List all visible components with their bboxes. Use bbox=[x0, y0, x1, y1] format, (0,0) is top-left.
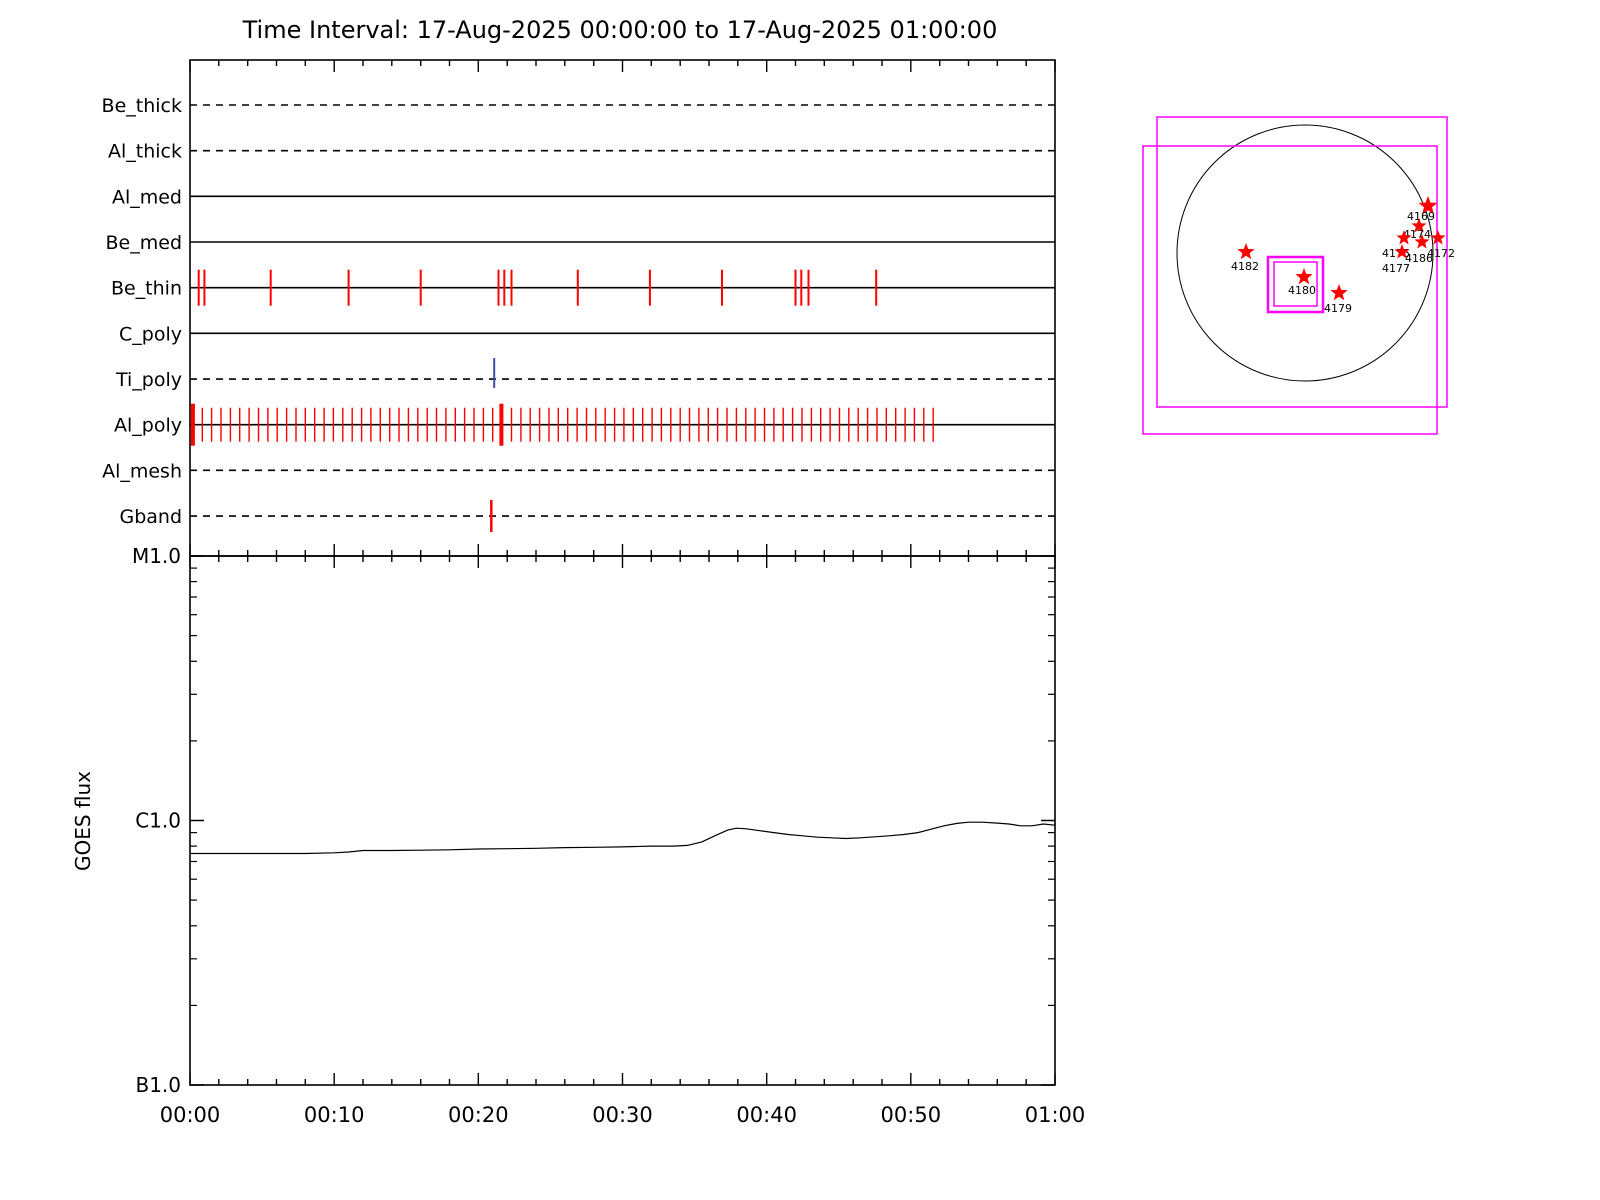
active-region-label: 4180 bbox=[1288, 284, 1316, 297]
timeline-border bbox=[189, 59, 1056, 557]
active-region-star bbox=[1414, 234, 1430, 249]
active-region-label: 4186 bbox=[1405, 252, 1433, 265]
filter-row-label: C_poly bbox=[119, 323, 182, 345]
x-axis-tick-label: 00:50 bbox=[881, 1103, 942, 1127]
xrt-filter-timeline-panel: Be_thick Al_thick Al_med Be_med Be_thin C_pol… bbox=[102, 59, 1056, 557]
x-axis-tick-label: 01:00 bbox=[1025, 1103, 1086, 1127]
active-region-label: 4169 bbox=[1407, 210, 1435, 223]
filter-row-label: Be_thin bbox=[111, 278, 182, 300]
filter-row-label: Al_mesh bbox=[102, 460, 182, 482]
active-region-star bbox=[1418, 196, 1438, 215]
solar-limb-circle bbox=[1176, 124, 1434, 382]
y-axis-label: B1.0 bbox=[135, 1073, 181, 1097]
x-axis-tick-label: 00:40 bbox=[736, 1103, 797, 1127]
x-axis-tick-label: 00:00 bbox=[160, 1103, 221, 1127]
goes-flux-panel: B1.0 C1.0 M1.0 00:00 00:10 00:20 00:30 00:40 00:… bbox=[71, 544, 1085, 1127]
active-region-label: 4172 bbox=[1427, 247, 1455, 260]
xrt-fov-box bbox=[1156, 116, 1448, 408]
active-region-label: 4177 bbox=[1382, 262, 1410, 275]
active-region-star bbox=[1330, 284, 1348, 301]
xrt-fov-box bbox=[1273, 261, 1318, 307]
active-region-label: 4174 bbox=[1403, 228, 1431, 241]
xrt-fov-box bbox=[1142, 145, 1438, 435]
active-region-star bbox=[1430, 230, 1446, 245]
filter-row-label: Gband bbox=[119, 506, 182, 528]
x-axis-tick-label: 00:10 bbox=[304, 1103, 365, 1127]
filter-row-label: Al_poly bbox=[114, 415, 182, 437]
filter-row-label: Be_med bbox=[106, 232, 182, 254]
active-region-star bbox=[1394, 244, 1410, 259]
filter-row-label: Be_thick bbox=[102, 95, 182, 117]
x-axis-tick-label: 00:30 bbox=[592, 1103, 653, 1127]
goes-border bbox=[189, 555, 1056, 1086]
y-axis-label: C1.0 bbox=[135, 809, 181, 833]
filter-row-label: Ti_poly bbox=[115, 369, 182, 391]
x-axis-tick-label: 00:20 bbox=[448, 1103, 509, 1127]
y-axis-label: M1.0 bbox=[132, 544, 181, 568]
active-region-label: 4182 bbox=[1231, 260, 1259, 273]
active-region-star bbox=[1237, 243, 1255, 260]
y-axis-title: GOES flux bbox=[71, 771, 95, 871]
active-region-star bbox=[1396, 230, 1412, 245]
active-region-star bbox=[1411, 218, 1427, 233]
filter-row-label: Al_thick bbox=[108, 141, 182, 163]
xrt-fov-box bbox=[1266, 255, 1325, 314]
filter-row-label: Al_med bbox=[112, 186, 182, 208]
plot-title: Time Interval: 17-Aug-2025 00:00:00 to 1… bbox=[242, 16, 998, 44]
goes-flux-line bbox=[190, 821, 1056, 855]
active-region-star bbox=[1295, 268, 1313, 285]
active-region-label: 4179 bbox=[1324, 302, 1352, 315]
